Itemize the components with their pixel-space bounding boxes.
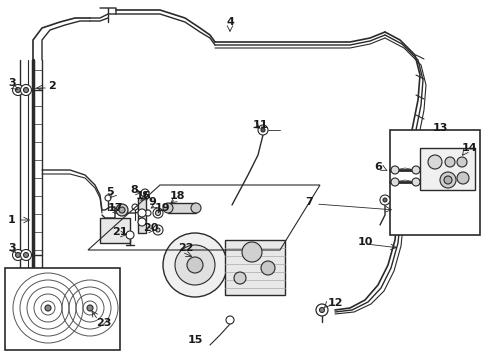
Circle shape — [456, 172, 468, 184]
Text: 20: 20 — [142, 223, 158, 233]
Circle shape — [20, 85, 31, 95]
Text: 23: 23 — [96, 318, 111, 328]
Circle shape — [456, 157, 466, 167]
Circle shape — [258, 125, 267, 135]
Circle shape — [390, 178, 398, 186]
Circle shape — [163, 233, 226, 297]
Text: 11: 11 — [252, 120, 268, 130]
Circle shape — [138, 218, 146, 226]
Text: 10: 10 — [357, 237, 373, 247]
Bar — [224, 240, 285, 295]
Circle shape — [186, 257, 203, 273]
Circle shape — [145, 210, 151, 216]
Circle shape — [234, 272, 245, 284]
Circle shape — [382, 198, 386, 202]
Circle shape — [153, 208, 163, 218]
Text: 22: 22 — [178, 243, 193, 253]
Circle shape — [141, 189, 149, 197]
Circle shape — [105, 195, 111, 201]
Text: 2: 2 — [48, 81, 56, 91]
Circle shape — [87, 305, 93, 311]
Circle shape — [16, 87, 20, 93]
Text: 12: 12 — [327, 298, 343, 308]
Text: 15: 15 — [187, 335, 202, 345]
Circle shape — [153, 225, 163, 235]
Circle shape — [23, 252, 28, 257]
Circle shape — [23, 87, 28, 93]
Circle shape — [163, 203, 173, 213]
Circle shape — [444, 157, 454, 167]
Circle shape — [132, 204, 138, 210]
Circle shape — [439, 172, 455, 188]
Text: 4: 4 — [225, 17, 233, 27]
Text: 3: 3 — [8, 243, 16, 253]
Circle shape — [191, 203, 201, 213]
Text: 14: 14 — [461, 143, 477, 153]
Bar — [389, 130, 479, 235]
Circle shape — [411, 166, 419, 174]
Text: 8: 8 — [130, 185, 138, 195]
Text: 17: 17 — [108, 203, 123, 213]
Bar — [419, 148, 474, 190]
Circle shape — [126, 231, 134, 239]
Text: 18: 18 — [170, 191, 185, 201]
Circle shape — [156, 228, 160, 232]
Circle shape — [143, 192, 146, 194]
Circle shape — [16, 252, 20, 257]
Text: 19: 19 — [155, 203, 170, 213]
Circle shape — [155, 211, 160, 216]
Bar — [100, 218, 130, 243]
Text: 13: 13 — [431, 123, 447, 133]
Text: 9: 9 — [148, 197, 156, 207]
Circle shape — [13, 249, 23, 261]
Circle shape — [411, 178, 419, 186]
Circle shape — [379, 195, 389, 205]
Circle shape — [138, 209, 146, 217]
Circle shape — [390, 166, 398, 174]
Circle shape — [443, 176, 451, 184]
Circle shape — [225, 316, 234, 324]
Text: 5: 5 — [106, 187, 113, 197]
Bar — [138, 198, 146, 233]
Circle shape — [175, 245, 215, 285]
Circle shape — [116, 204, 128, 216]
Circle shape — [45, 305, 51, 311]
Circle shape — [261, 261, 274, 275]
Circle shape — [20, 249, 31, 261]
Circle shape — [13, 85, 23, 95]
Text: 3: 3 — [8, 78, 16, 88]
Text: 21: 21 — [112, 227, 127, 237]
Circle shape — [427, 155, 441, 169]
Circle shape — [261, 128, 264, 132]
Bar — [168, 203, 196, 213]
Text: 1: 1 — [8, 215, 16, 225]
Text: 16: 16 — [136, 191, 151, 201]
Bar — [5, 268, 120, 350]
Text: 6: 6 — [373, 162, 381, 172]
Text: 7: 7 — [305, 197, 312, 207]
Circle shape — [119, 207, 125, 213]
Circle shape — [315, 304, 327, 316]
Circle shape — [242, 242, 262, 262]
Circle shape — [319, 307, 324, 312]
